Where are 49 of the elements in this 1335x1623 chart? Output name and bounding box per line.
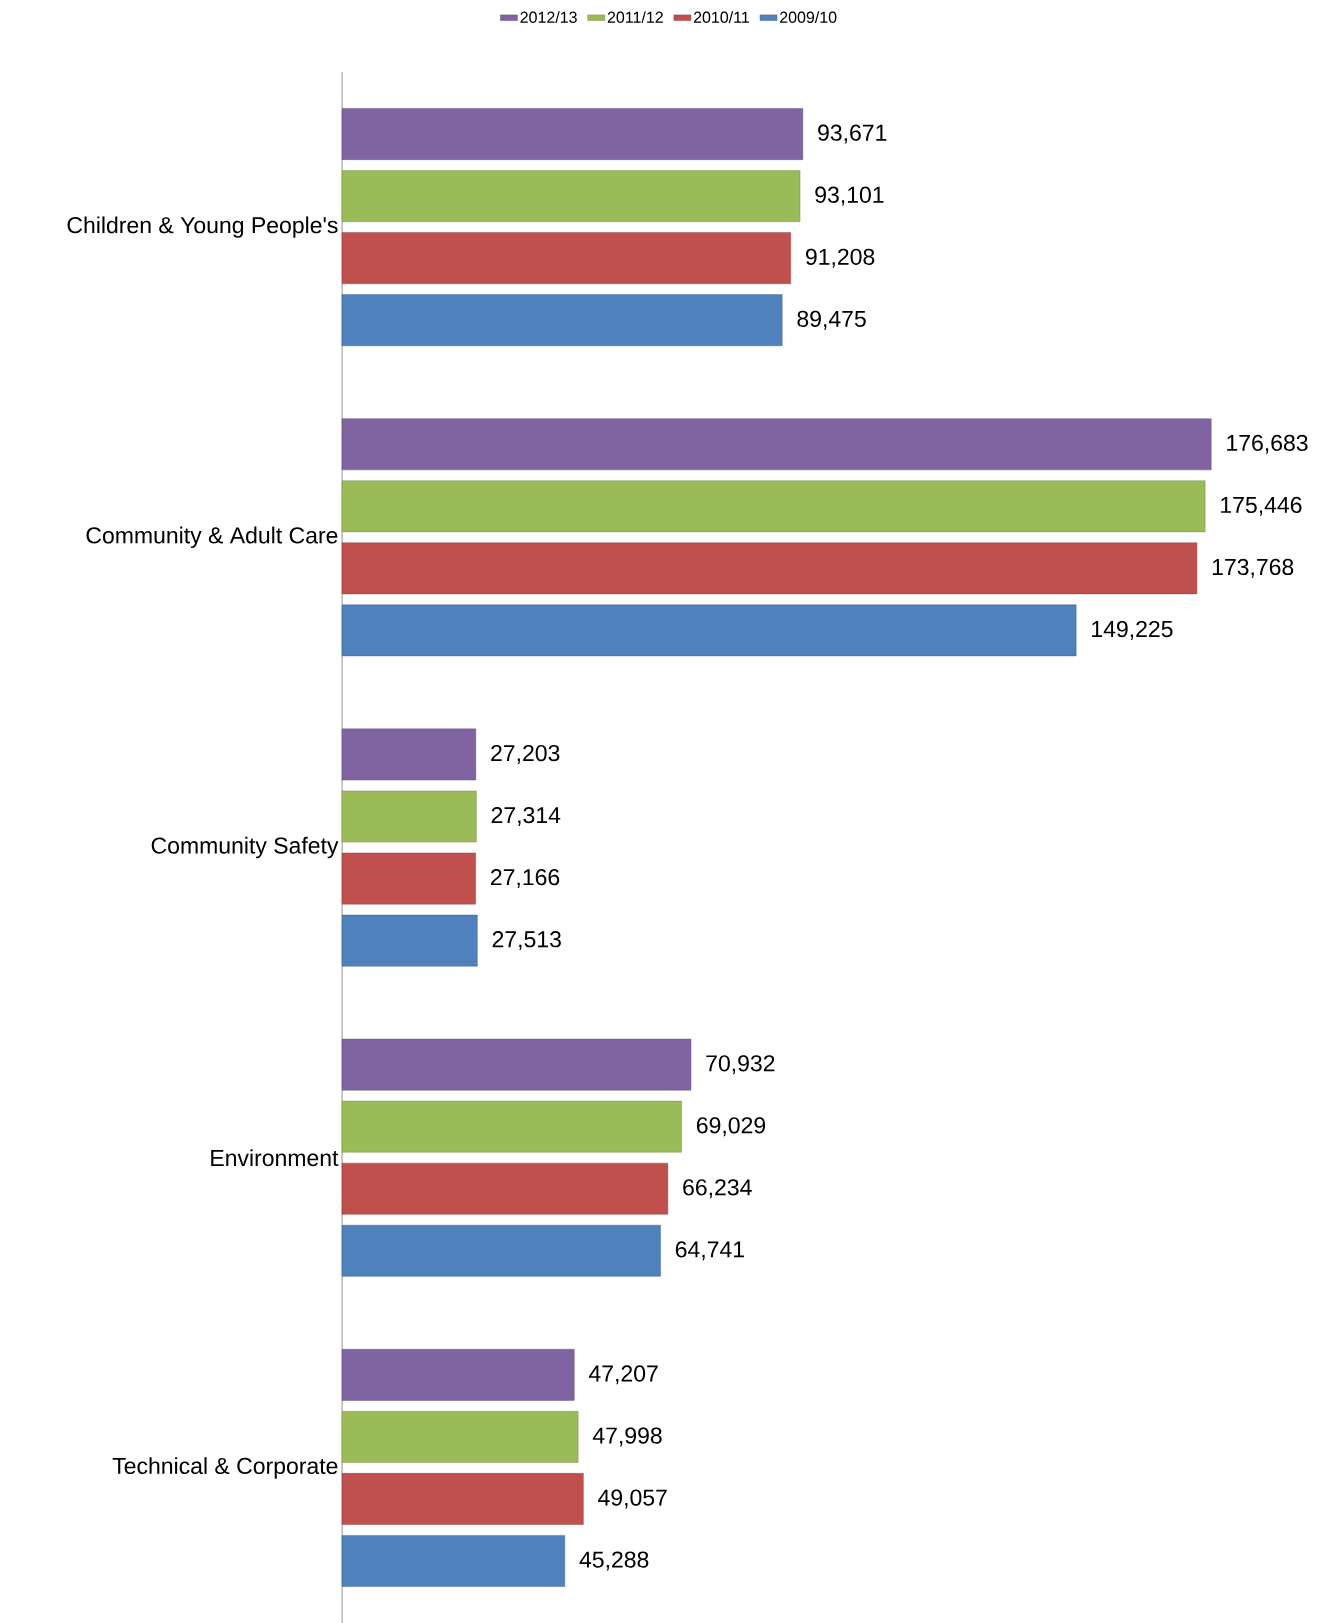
bar bbox=[341, 1224, 661, 1277]
data-label: 27,513 bbox=[492, 931, 561, 951]
bar bbox=[341, 1349, 575, 1401]
data-label: 27,314 bbox=[491, 807, 561, 827]
data-label: 173,768 bbox=[1212, 558, 1294, 578]
data-label: 176,683 bbox=[1227, 434, 1308, 454]
data-label: 27,166 bbox=[491, 869, 560, 889]
bar bbox=[341, 790, 477, 843]
y-tick-label: Community & Adult Care bbox=[86, 526, 338, 549]
data-label: 27,203 bbox=[491, 744, 560, 764]
bar bbox=[341, 1473, 584, 1525]
bar bbox=[341, 418, 1212, 471]
data-label: 175,446 bbox=[1221, 496, 1302, 516]
bar bbox=[341, 542, 1198, 595]
bar bbox=[341, 1100, 682, 1153]
y-tick-label: Children & Young People's bbox=[67, 216, 338, 238]
data-label: 93,671 bbox=[818, 124, 887, 144]
data-label: 49,057 bbox=[598, 1489, 667, 1509]
bar bbox=[341, 1411, 579, 1463]
data-label: 64,741 bbox=[675, 1241, 744, 1261]
bar bbox=[341, 1038, 692, 1091]
y-tick-label: Technical & Corporate bbox=[112, 1457, 338, 1479]
bar bbox=[341, 852, 476, 905]
bar bbox=[341, 294, 783, 346]
bar bbox=[341, 728, 477, 781]
bar bbox=[341, 1162, 669, 1215]
data-label: 89,475 bbox=[797, 310, 866, 330]
data-label: 47,207 bbox=[588, 1365, 658, 1385]
legend-label: 2011/12 bbox=[607, 11, 663, 23]
bar bbox=[341, 480, 1206, 533]
data-label: 45,288 bbox=[579, 1551, 649, 1571]
bar bbox=[341, 1535, 566, 1587]
bar bbox=[341, 108, 804, 160]
y-tick-label: Community Safety bbox=[151, 836, 339, 859]
bar bbox=[341, 232, 791, 284]
legend-label: 2012/13 bbox=[520, 11, 577, 23]
bar bbox=[341, 170, 801, 222]
y-tick-label: Environment bbox=[211, 1149, 339, 1167]
data-label: 47,998 bbox=[592, 1427, 662, 1447]
data-label: 149,225 bbox=[1092, 620, 1173, 640]
legend-label: 2010/11 bbox=[693, 11, 749, 23]
bar bbox=[341, 914, 478, 967]
data-label: 69,029 bbox=[696, 1117, 766, 1137]
data-label: 93,101 bbox=[815, 186, 884, 206]
data-label: 70,932 bbox=[706, 1055, 775, 1075]
bar bbox=[341, 604, 1077, 657]
legend-label: 2009/10 bbox=[780, 11, 837, 23]
data-label: 91,208 bbox=[806, 248, 875, 268]
data-label: 66,234 bbox=[683, 1179, 752, 1199]
